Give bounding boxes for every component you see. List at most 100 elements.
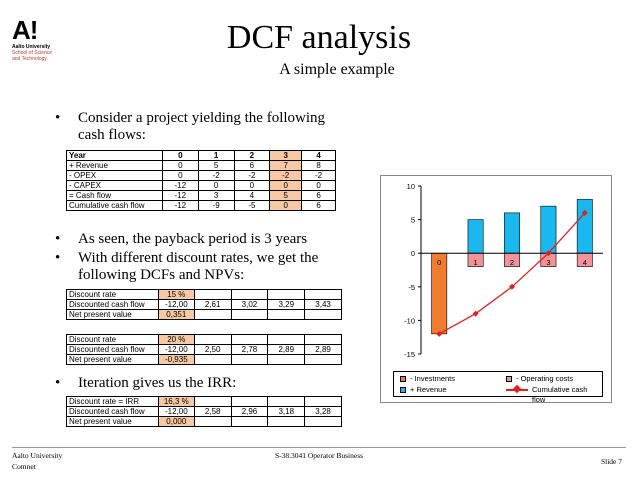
legend-label: Cumulative cash flow: [532, 385, 588, 404]
bullet-text: Iteration gives us the IRR:: [78, 375, 237, 391]
cumulative-point-3: [545, 250, 552, 257]
table-cell: 3,29: [267, 299, 306, 310]
table-cell: [230, 309, 269, 320]
table-cell: 3: [269, 150, 303, 161]
logo-mark: A!: [12, 15, 38, 45]
table-row: Net present value -0,935: [66, 354, 342, 365]
bullet-irr: • Iteration gives us the IRR:: [55, 375, 375, 393]
table-cell: 2,89: [304, 344, 342, 355]
discount-table-20: Discount rate 20 % Discounted cash flow …: [66, 334, 342, 365]
x-tick-label: 2: [510, 258, 514, 267]
table-cell: 4: [233, 190, 271, 201]
table-cell: [304, 396, 342, 407]
bullet-discount-rates: • With different discount rates, we get …: [55, 250, 375, 286]
table-cell: Discounted cash flow: [66, 406, 159, 417]
table-cell: [193, 334, 232, 345]
table-row: Net present value 0,351: [66, 309, 342, 320]
table-row: - OPEX 0 -2 -2 -2 -2: [66, 170, 336, 181]
table-cell: + Revenue: [66, 160, 163, 171]
table-row: Discount rate 15 %: [66, 289, 342, 300]
table-cell: Net present value: [66, 309, 159, 320]
table-cell: -12,00: [157, 406, 195, 417]
discount-table-irr: Discount rate = IRR 16,3 % Discounted ca…: [66, 396, 342, 427]
footer-dept: Comnet: [12, 462, 36, 471]
table-cell: = Cash flow: [66, 190, 163, 201]
table-cell: Discount rate: [66, 334, 159, 345]
table-cell: 0: [161, 170, 199, 181]
table-cell: [267, 289, 306, 300]
table-cell: 6: [233, 160, 271, 171]
table-cell: -12: [161, 180, 199, 191]
slide-subtitle: A simple example: [279, 61, 395, 78]
table-cell: 0,351: [157, 309, 195, 320]
table-cell: [230, 289, 269, 300]
bar-2-2: [504, 212, 520, 254]
table-cell: -2: [301, 170, 336, 181]
table-cell: Discounted cash flow: [66, 299, 159, 310]
legend-item-cumulative: Cumulative cash flow: [506, 384, 602, 404]
legend-swatch: [506, 376, 512, 382]
table-cell: 3,02: [230, 299, 269, 310]
table-cell: Discount rate = IRR: [66, 396, 159, 407]
logo-line-2: School of Science: [12, 50, 53, 56]
table-cell: 3,18: [267, 406, 306, 417]
table-cell: 15 %: [157, 289, 195, 300]
cumulative-point-0: [436, 330, 443, 337]
table-cell: 3: [197, 190, 235, 201]
table-row: - CAPEX -12 0 0 0 0: [66, 180, 336, 191]
table-cell: [267, 416, 306, 427]
footer-slide-number: Slide 7: [600, 457, 622, 466]
table-cell: Net present value: [66, 354, 159, 365]
table-cell: 2,96: [230, 406, 269, 417]
table-cell: 0: [269, 200, 303, 211]
table-cell: 1: [197, 150, 235, 161]
table-cell: [193, 289, 232, 300]
table-row: Discounted cash flow -12,00 2,58 2,96 3,…: [66, 406, 342, 417]
y-tick-label: -10: [404, 316, 415, 325]
table-cell: -5: [233, 200, 271, 211]
legend-swatch: [400, 387, 406, 393]
table-header-row: Year 0 1 2 3 4: [66, 150, 336, 161]
bar-2-4: [576, 199, 593, 254]
table-cell: - CAPEX: [66, 180, 163, 191]
legend-item-investments: - Investments: [400, 374, 500, 384]
table-row: + Revenue 0 5 6 7 8: [66, 160, 336, 171]
legend-label: - Investments: [410, 374, 456, 383]
bullet-dot: •: [55, 231, 61, 247]
table-cell: 4: [301, 150, 336, 161]
table-cell: [193, 354, 232, 365]
table-cell: -2: [197, 170, 235, 181]
bullet-payback: • As seen, the payback period is 3 years: [55, 231, 375, 249]
table-cell: [304, 354, 342, 365]
x-tick-label: 0: [437, 258, 441, 267]
table-cell: [304, 416, 342, 427]
legend-marker: [512, 384, 522, 394]
table-cell: [193, 396, 232, 407]
bullet-text: Consider a project yielding the followin…: [78, 110, 326, 126]
bar-2-3: [540, 205, 557, 254]
table-cell: [193, 416, 232, 427]
table-cell: -2: [233, 170, 271, 181]
cumulative-point-1: [472, 310, 479, 317]
table-row: Discounted cash flow -12,00 2,61 3,02 3,…: [66, 299, 342, 310]
bullet-text: With different discount rates, we get th…: [78, 250, 319, 266]
table-cell: [304, 289, 342, 300]
table-row: = Cash flow -12 3 4 5 6: [66, 190, 336, 201]
table-cell: 3,28: [304, 406, 342, 417]
x-tick-label: 3: [546, 258, 550, 267]
y-tick-label: 0: [411, 249, 415, 258]
aalto-logo: A! Aalto University School of Science an…: [12, 15, 74, 62]
table-cell: [230, 416, 269, 427]
footer-course: S-38.3041 Operator Business: [274, 451, 364, 460]
table-cell: -2: [269, 170, 303, 181]
cash-flow-chart: 10 5 0 -5 -10 -15 0 1 2 3 4 - Investments - Operat…: [380, 175, 612, 404]
logo-line-3: and Technology: [12, 56, 47, 62]
y-tick-label: -5: [408, 283, 415, 292]
table-cell: -12: [161, 200, 199, 211]
footer-rule: [12, 447, 626, 448]
bullet-text-cont: cash flows:: [78, 127, 146, 143]
y-tick-label: 5: [411, 216, 415, 225]
table-row: Net present value 0,000: [66, 416, 342, 427]
table-cell: 0: [161, 160, 199, 171]
table-cell: 2: [233, 150, 271, 161]
